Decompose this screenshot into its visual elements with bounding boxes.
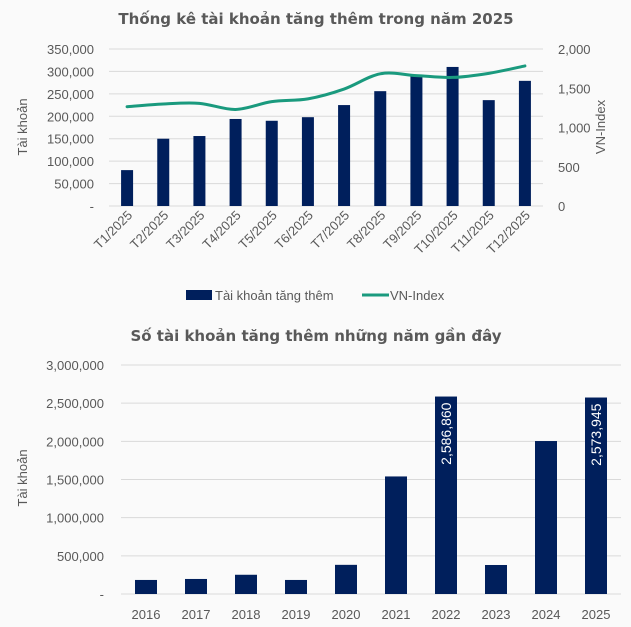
y-tick-label: 100,000: [47, 154, 94, 169]
chart2-title: Số tài khoản tăng thêm những năm gần đây: [130, 326, 501, 345]
bar-T5/2025: [265, 120, 278, 206]
bar-2020: [335, 564, 357, 594]
bar-2019: [285, 579, 307, 594]
y-tick-label: 500,000: [57, 549, 104, 564]
legend-bar-swatch: [186, 290, 212, 300]
data-label: 2,586,860: [438, 402, 454, 464]
y-tick-label: -: [100, 587, 104, 602]
bar-2018: [235, 574, 257, 594]
bar-T12/2025: [518, 80, 531, 206]
x-tick-label: 2021: [382, 607, 411, 622]
x-tick-label: T5/2025: [236, 208, 280, 252]
bar-T1/2025: [121, 170, 134, 206]
x-tick-label: 2016: [132, 607, 161, 622]
bar-2025: [585, 397, 607, 594]
chart1-right-axis-ticks: 0 500 1,000 1,500 2,000: [558, 42, 591, 214]
x-tick-label: 2025: [582, 607, 611, 622]
y-tick-label: 2,500,000: [46, 396, 104, 411]
data-label: 2,573,945: [588, 403, 604, 465]
chart2-y-axis-title: Tài khoản: [15, 449, 30, 506]
bar-T8/2025: [374, 91, 387, 206]
x-tick-label: T6/2025: [272, 208, 316, 252]
chart1-gridlines: [109, 48, 543, 207]
y-tick-label: 3,000,000: [46, 358, 104, 373]
chart1-left-axis-ticks: - 50,000 100,000 150,000 200,000 250,000 300,0…: [47, 42, 94, 214]
legend-label-accounts: Tài khoản tăng thêm: [215, 288, 334, 303]
bar-T9/2025: [410, 75, 423, 207]
x-tick-label: 2017: [182, 607, 211, 622]
bar-2022: [435, 396, 457, 594]
legend-label-vnindex: VN-Index: [390, 288, 445, 303]
chart1-x-axis-ticks: T1/2025T2/2025T3/2025T4/2025T5/2025T6/20…: [91, 208, 533, 257]
x-tick-label: T8/2025: [344, 208, 388, 252]
y-tick-label: 300,000: [47, 64, 94, 79]
y2-tick-label: 0: [558, 199, 565, 214]
x-tick-label: T1/2025: [91, 208, 135, 252]
y2-tick-label: 2,000: [558, 42, 591, 57]
x-tick-label: T2/2025: [127, 208, 171, 252]
x-tick-label: 2020: [332, 607, 361, 622]
x-tick-label: T7/2025: [308, 208, 352, 252]
x-tick-label: 2022: [432, 607, 461, 622]
y-tick-label: 1,000,000: [46, 511, 104, 526]
chart2-x-axis-ticks: 2016 2017 2018 2019 2020 2021 2022 2023 2024 2025: [132, 607, 611, 622]
x-tick-label: T4/2025: [199, 208, 243, 252]
x-tick-label: 2018: [232, 607, 261, 622]
chart-monthly: Thống kê tài khoản tăng thêm trong năm 2…: [15, 9, 608, 303]
bar-T6/2025: [301, 117, 314, 206]
bar-T11/2025: [482, 100, 495, 206]
vn-index-line: [125, 64, 527, 111]
y2-tick-label: 1,000: [558, 121, 591, 136]
y2-tick-label: 1,500: [558, 81, 591, 96]
bar-T7/2025: [338, 105, 351, 206]
y-tick-label: 350,000: [47, 42, 94, 57]
y-tick-label: -: [90, 199, 94, 214]
bar-T4/2025: [229, 118, 242, 206]
bar-2017: [185, 578, 207, 594]
chart2-y-axis-ticks: - 500,000 1,000,000 1,500,000 2,000,000 2,500…: [46, 358, 104, 602]
bar-2016: [135, 579, 157, 594]
y-tick-label: 50,000: [54, 177, 94, 192]
bar-2023: [485, 564, 507, 594]
x-tick-label: T3/2025: [163, 208, 207, 252]
bar-2024: [535, 441, 557, 594]
bar-T3/2025: [193, 136, 206, 206]
chart1-y-axis-title: Tài khoản: [15, 98, 30, 155]
chart1-y2-axis-title: VN-Index: [593, 99, 608, 154]
y-tick-label: 150,000: [47, 132, 94, 147]
x-tick-label: 2019: [282, 607, 311, 622]
chart1-bars: [121, 66, 531, 207]
chart-yearly: Số tài khoản tăng thêm những năm gần đây…: [15, 326, 621, 622]
chart2-bars: [135, 396, 607, 594]
y2-tick-label: 500: [558, 160, 580, 175]
x-tick-label: 2023: [482, 607, 511, 622]
bar-T10/2025: [446, 66, 459, 206]
bar-2021: [385, 476, 407, 594]
chart2-data-labels: 2,586,860 2,573,945: [438, 402, 604, 465]
bar-T2/2025: [157, 138, 170, 206]
y-tick-label: 2,000,000: [46, 434, 104, 449]
y-tick-label: 1,500,000: [46, 473, 104, 488]
y-tick-label: 250,000: [47, 87, 94, 102]
chart1-title: Thống kê tài khoản tăng thêm trong năm 2…: [118, 9, 513, 28]
x-tick-label: 2024: [532, 607, 561, 622]
chart1-legend: Tài khoản tăng thêm VN-Index: [186, 288, 445, 303]
y-tick-label: 200,000: [47, 109, 94, 124]
